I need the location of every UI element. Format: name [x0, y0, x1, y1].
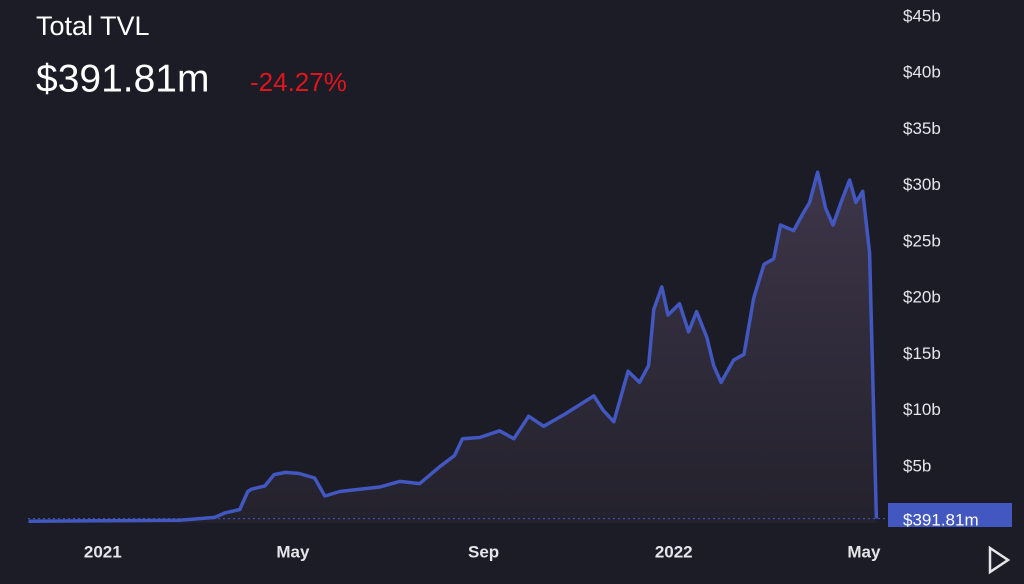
y-tick-label: $15b — [903, 344, 941, 363]
y-tick-label: $40b — [903, 63, 941, 82]
x-tick-label: 2021 — [84, 542, 122, 561]
line — [28, 170, 879, 524]
x-tick-label: May — [847, 542, 881, 561]
area — [28, 172, 877, 523]
y-tick-label: $25b — [903, 231, 941, 250]
chart-title: Total TVL — [36, 11, 150, 41]
current-value: $391.81m — [36, 57, 209, 100]
y-tick-label: $5b — [903, 456, 931, 475]
x-tick-label: 2022 — [655, 542, 693, 561]
y-tick-label: $45b — [903, 6, 941, 25]
change-percent: -24.27% — [250, 67, 347, 97]
y-tick-label: $10b — [903, 400, 941, 419]
current-value-tag-label: $391.81m — [903, 510, 979, 529]
x-tick-label: May — [276, 542, 310, 561]
y-tick-label: $35b — [903, 119, 941, 138]
y-tick-label: $30b — [903, 175, 941, 194]
play-button[interactable] — [988, 545, 1011, 575]
current-value-tag — [888, 503, 1012, 527]
y-tick-label: $20b — [903, 288, 941, 307]
x-tick-label: Sep — [468, 542, 499, 561]
